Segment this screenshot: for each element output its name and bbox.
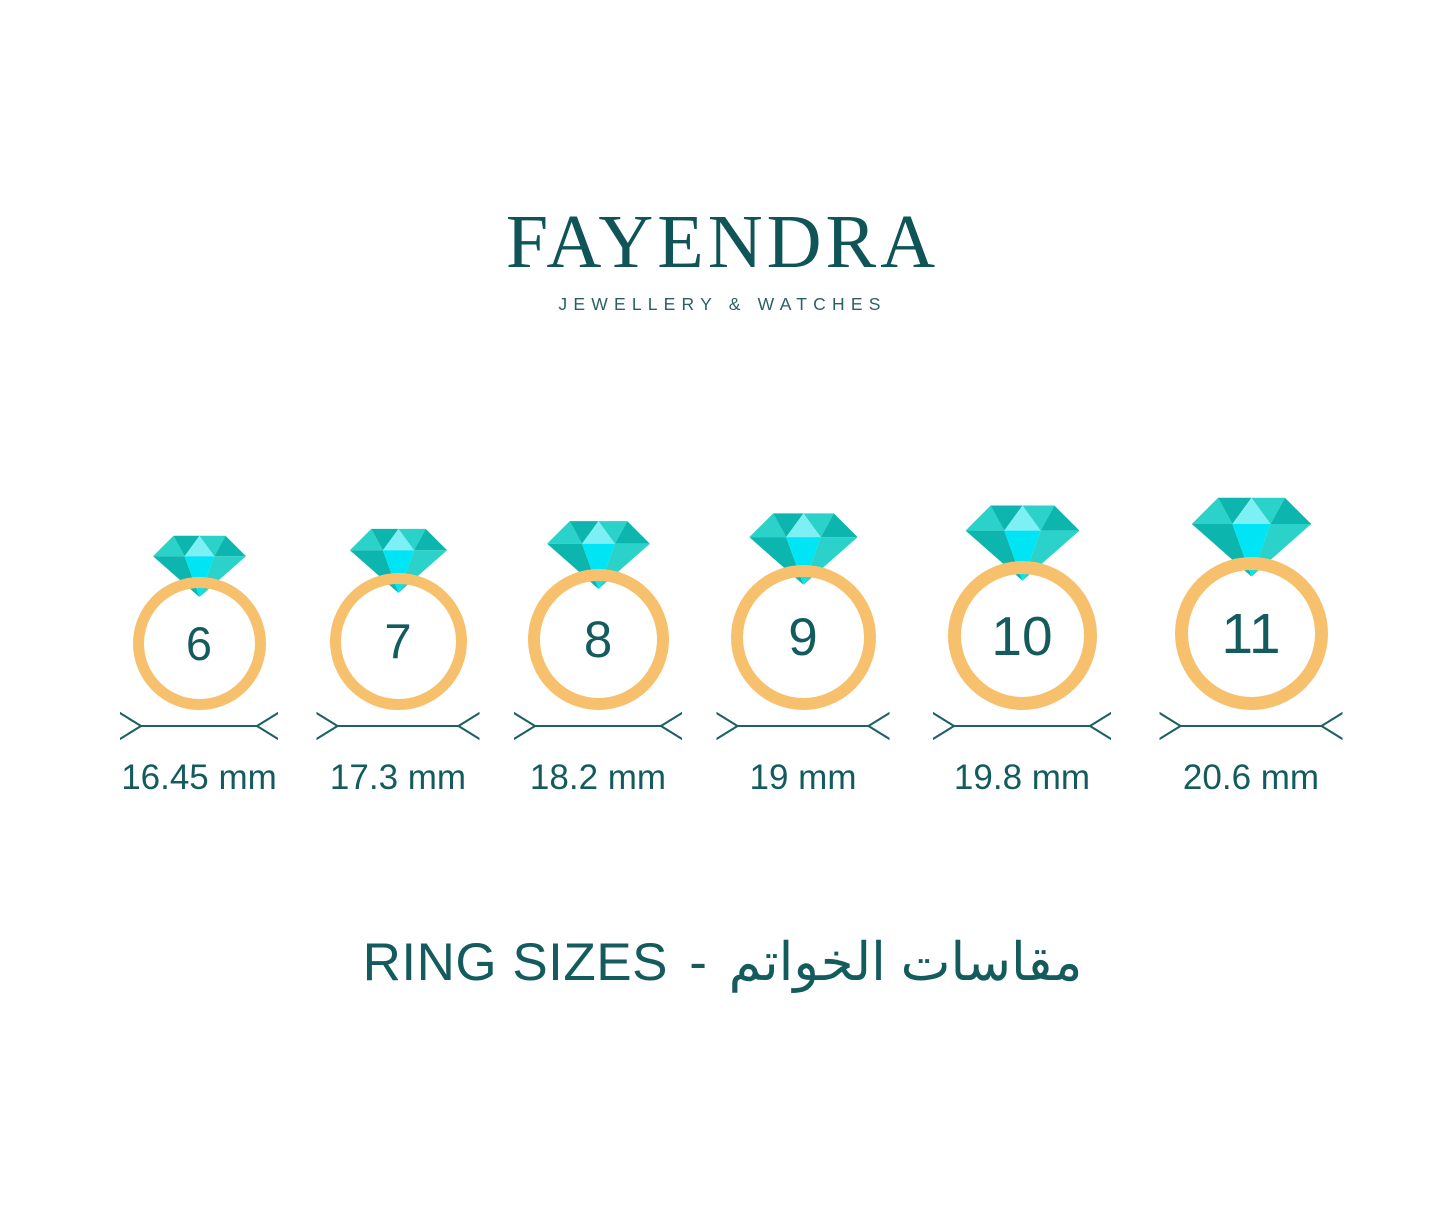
dimension-label: 17.3 mm xyxy=(329,758,467,797)
ring-item-11[interactable]: 11 xyxy=(1141,440,1361,710)
dimension-label: 16.45 mm xyxy=(121,758,277,797)
dimension-label: 19 mm xyxy=(749,758,857,797)
ring-size-number: 11 xyxy=(1221,601,1281,666)
dimension-arrow-icon xyxy=(933,711,1111,741)
ring-illustration-row: 6 7 8 xyxy=(0,440,1445,710)
ring-graphic: 6 xyxy=(132,532,266,710)
ring-size-number: 7 xyxy=(384,614,412,669)
ring-graphic: 8 xyxy=(527,517,669,710)
ring-item-7[interactable]: 7 xyxy=(288,440,508,710)
brand-logo: FAYENDRA JEWELLERY & WATCHES xyxy=(0,200,1445,315)
dimension-label: 18.2 mm xyxy=(529,758,667,797)
dimension-arrow-icon xyxy=(120,711,278,741)
ring-band: 10 xyxy=(947,561,1097,710)
brand-tagline: JEWELLERY & WATCHES xyxy=(558,294,887,315)
ring-item-9[interactable]: 9 xyxy=(693,440,913,710)
ring-size-number: 9 xyxy=(788,608,818,667)
ring-graphic: 9 xyxy=(730,509,876,710)
ring-item-6[interactable]: 6 xyxy=(89,440,309,710)
ring-graphic: 11 xyxy=(1174,493,1328,710)
ring-band: 7 xyxy=(329,573,467,710)
ring-band: 6 xyxy=(132,577,266,710)
diamond-gem-icon xyxy=(546,521,650,589)
ring-band: 9 xyxy=(730,565,876,710)
page-title-separator: - xyxy=(689,933,708,992)
dimension-arrow-icon xyxy=(716,711,890,741)
diamond-gem-icon xyxy=(965,505,1079,581)
dimension-arrow-icon xyxy=(1159,711,1343,741)
dimension-label: 20.6 mm xyxy=(1182,758,1320,797)
ring-size-number: 8 xyxy=(583,611,613,668)
page-title-en: RING SIZES xyxy=(362,933,668,992)
ring-size-number: 6 xyxy=(185,617,213,670)
dimension-row: 16.45 mm 17.3 mm 18.2 mm 19 mm xyxy=(0,706,1445,816)
page-title-ar: مقاسات الخواتم xyxy=(728,933,1083,992)
ring-item-10[interactable]: 10 xyxy=(912,440,1132,710)
page-title: RING SIZES - مقاسات الخواتم xyxy=(0,932,1445,993)
ring-band: 8 xyxy=(527,569,669,710)
ring-band: 11 xyxy=(1174,557,1328,710)
dimension-arrow-icon xyxy=(514,711,682,741)
diamond-gem-icon xyxy=(748,513,858,585)
ring-item-8[interactable]: 8 xyxy=(488,440,708,710)
ring-size-number: 10 xyxy=(991,604,1053,667)
dimension-label: 19.8 mm xyxy=(953,758,1091,797)
brand-wordmark: FAYENDRA xyxy=(505,200,940,284)
diamond-gem-icon xyxy=(349,528,447,594)
ring-graphic: 7 xyxy=(329,525,467,710)
ring-graphic: 10 xyxy=(947,501,1097,710)
dimension-arrow-icon xyxy=(316,711,480,741)
